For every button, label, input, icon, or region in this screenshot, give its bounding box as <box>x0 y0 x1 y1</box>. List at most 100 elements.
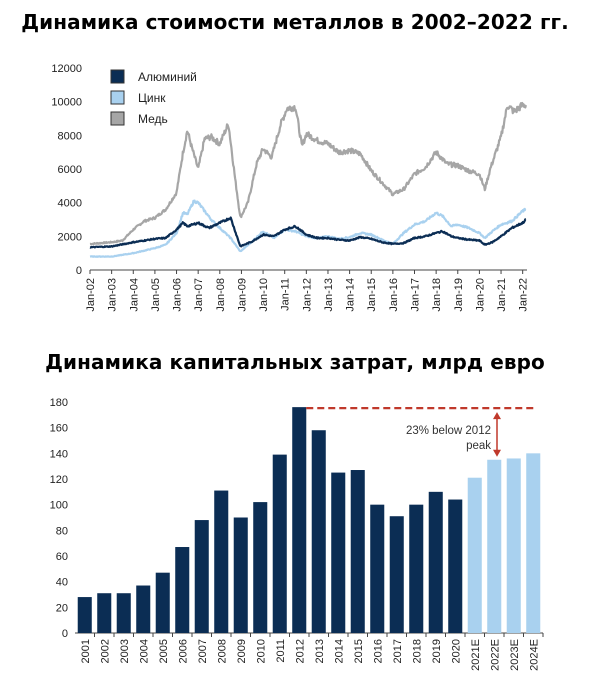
chart-title-capex: Динамика капитальных затрат, млрд евро <box>45 350 545 374</box>
annotation-text-line2: peak <box>466 440 491 452</box>
bar-2021E <box>467 477 482 633</box>
x-tick-label: Jan-12 <box>301 278 313 312</box>
y-tick-label: 0 <box>76 265 82 277</box>
x-tick-label: 2016 <box>372 639 384 663</box>
x-tick-label: Jan-14 <box>345 278 357 312</box>
bar-2023E <box>506 458 521 633</box>
y-tick-label: 100 <box>50 500 68 512</box>
bar-2012 <box>292 407 307 633</box>
y-tick-label: 120 <box>50 474 68 486</box>
x-tick-label: Jan-15 <box>366 278 378 312</box>
bar-2017 <box>389 516 404 633</box>
x-tick-label: Jan-02 <box>85 278 97 312</box>
bar-2008 <box>214 490 229 633</box>
bar-2015 <box>350 470 365 633</box>
legend-label: Алюминий <box>138 70 197 84</box>
x-tick-label: Jan-03 <box>107 278 119 312</box>
x-tick-label: 2014 <box>333 639 345 663</box>
bar-2006 <box>175 547 190 633</box>
x-tick-label: 2012 <box>294 639 306 663</box>
y-tick-label: 140 <box>50 448 68 460</box>
x-tick-label: Jan-04 <box>128 278 140 312</box>
y-tick-label: 4000 <box>58 198 82 210</box>
x-tick-label: 2011 <box>275 639 287 663</box>
x-tick-label: Jan-21 <box>496 278 508 312</box>
x-tick-label: 2009 <box>236 639 248 663</box>
series-line-zinc <box>89 199 527 258</box>
y-tick-label: 20 <box>56 602 68 614</box>
x-tick-label: Jan-19 <box>453 278 465 312</box>
x-tick-label: 2020 <box>450 639 462 663</box>
bar-2022E <box>487 459 502 633</box>
x-tick-label: Jan-09 <box>236 278 248 312</box>
y-tick-label: 60 <box>56 551 68 563</box>
legend-label: Медь <box>138 112 168 126</box>
x-tick-label: Jan-05 <box>150 278 162 312</box>
x-tick-label: Jan-10 <box>258 278 270 312</box>
x-tick-label: Jan-22 <box>518 278 530 312</box>
y-tick-label: 0 <box>62 628 68 640</box>
series-line-copper <box>89 101 527 246</box>
x-tick-label: 2001 <box>80 639 92 663</box>
y-tick-label: 160 <box>50 423 68 435</box>
x-tick-label: Jan-13 <box>323 278 335 312</box>
x-tick-label: Jan-16 <box>388 278 400 312</box>
bar-2003 <box>116 593 131 633</box>
legend-swatch <box>110 111 125 126</box>
x-tick-label: 2013 <box>314 639 326 663</box>
y-tick-label: 180 <box>50 397 68 409</box>
x-tick-label: 2008 <box>216 639 228 663</box>
x-tick-label: 2004 <box>138 639 150 663</box>
bar-2020 <box>448 499 463 633</box>
bar-2014 <box>331 472 346 633</box>
x-tick-label: Jan-17 <box>410 278 422 312</box>
y-tick-label: 10000 <box>51 97 82 109</box>
y-tick-label: 80 <box>56 525 68 537</box>
annotation-arrow-head-up <box>493 412 501 420</box>
y-tick-label: 40 <box>56 577 68 589</box>
bar-2019 <box>428 491 443 633</box>
x-tick-label: 2005 <box>158 639 170 663</box>
x-tick-label: 2015 <box>353 639 365 663</box>
y-tick-label: 6000 <box>58 164 82 176</box>
y-tick-label: 2000 <box>58 231 82 243</box>
bar-2004 <box>136 585 151 633</box>
legend-swatch <box>110 69 125 84</box>
x-tick-label: 2017 <box>392 639 404 663</box>
x-tick-label: Jan-18 <box>431 278 443 312</box>
bar-2010 <box>253 502 268 633</box>
chart-title-metals: Динамика стоимости металлов в 2002–2022 … <box>21 10 569 34</box>
x-tick-label: 2019 <box>431 639 443 663</box>
bar-2009 <box>233 517 248 633</box>
x-tick-label: 2023E <box>509 639 521 671</box>
legend-label: Цинк <box>138 91 166 105</box>
x-tick-label: 2022E <box>489 639 501 671</box>
x-tick-label: 2003 <box>119 639 131 663</box>
series-line-aluminum <box>89 216 527 249</box>
x-tick-label: 2007 <box>197 639 209 663</box>
bar-2001 <box>77 597 92 633</box>
x-tick-label: 2006 <box>177 639 189 663</box>
bar-2011 <box>272 454 287 633</box>
bar-2002 <box>97 593 112 633</box>
x-tick-label: 2002 <box>99 639 111 663</box>
y-tick-label: 12000 <box>51 63 82 75</box>
x-tick-label: 2024E <box>528 639 540 671</box>
bar-2024E <box>526 453 541 633</box>
y-tick-label: 8000 <box>58 130 82 142</box>
x-tick-label: Jan-06 <box>172 278 184 312</box>
x-tick-label: Jan-07 <box>193 278 205 312</box>
x-tick-label: Jan-08 <box>215 278 227 312</box>
bar-2005 <box>155 572 170 633</box>
x-tick-label: Jan-11 <box>280 278 292 311</box>
bar-2016 <box>370 504 385 633</box>
bar-2007 <box>194 520 209 633</box>
bar-2013 <box>311 430 326 633</box>
legend-swatch <box>110 90 125 105</box>
x-tick-label: Jan-20 <box>474 278 486 312</box>
x-tick-label: 2018 <box>411 639 423 663</box>
annotation-arrow-head-down <box>493 449 501 457</box>
annotation-text-line1: 23% below 2012 <box>406 425 491 437</box>
